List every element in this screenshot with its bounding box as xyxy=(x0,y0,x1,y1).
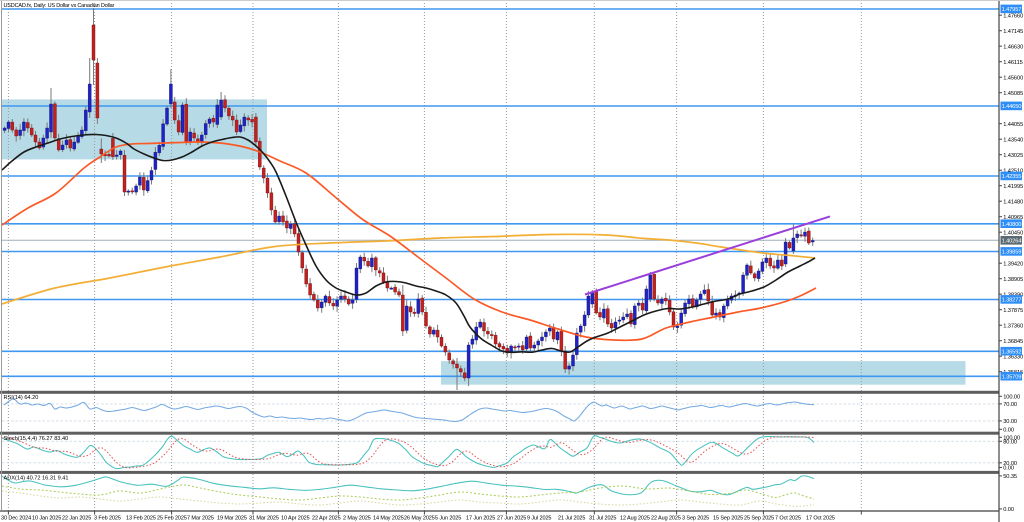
svg-text:100.00: 100.00 xyxy=(1003,395,1020,401)
svg-text:1.45085: 1.45085 xyxy=(1003,91,1023,97)
svg-text:26 May 2025: 26 May 2025 xyxy=(404,515,435,521)
svg-text:50.35: 50.35 xyxy=(1003,474,1017,480)
svg-text:1.41480: 1.41480 xyxy=(1003,199,1023,205)
svg-text:1.40450: 1.40450 xyxy=(1003,230,1023,236)
svg-text:1.46630: 1.46630 xyxy=(1003,44,1023,50)
svg-text:1.42355: 1.42355 xyxy=(1002,174,1022,180)
svg-text:1.39859: 1.39859 xyxy=(1002,250,1022,256)
svg-text:100.00: 100.00 xyxy=(1003,436,1020,442)
svg-text:31 Mar 2025: 31 Mar 2025 xyxy=(249,515,279,521)
svg-text:Stoch(15,4,4) 76.27 83.40: Stoch(15,4,4) 76.27 83.40 xyxy=(4,436,69,442)
svg-text:1.47145: 1.47145 xyxy=(1003,29,1023,35)
svg-text:1.37360: 1.37360 xyxy=(1003,323,1023,329)
svg-text:30.00: 30.00 xyxy=(1003,419,1017,425)
svg-text:USDCAD.fx, Daily: US Dollar v: USDCAD.fx, Daily: US Dollar vs Canadian … xyxy=(4,3,115,9)
svg-text:0.00: 0.00 xyxy=(1003,428,1014,434)
svg-text:1.36330: 1.36330 xyxy=(1003,354,1023,360)
svg-text:1.47660: 1.47660 xyxy=(1003,13,1023,19)
svg-text:22 Jan 2025: 22 Jan 2025 xyxy=(62,515,91,521)
svg-text:22 Apr 2025: 22 Apr 2025 xyxy=(312,515,341,521)
svg-text:15 Sep 2025: 15 Sep 2025 xyxy=(713,515,743,521)
svg-text:19 Mar 2025: 19 Mar 2025 xyxy=(217,515,247,521)
svg-text:1.40264: 1.40264 xyxy=(1002,239,1022,245)
svg-text:1.47957: 1.47957 xyxy=(1002,7,1022,13)
svg-text:17 Oct 2025: 17 Oct 2025 xyxy=(806,515,835,521)
svg-text:25 Sep 2025: 25 Sep 2025 xyxy=(744,515,774,521)
svg-text:1.35709: 1.35709 xyxy=(1002,375,1022,381)
svg-text:2 May 2025: 2 May 2025 xyxy=(343,515,371,521)
svg-text:1.45600: 1.45600 xyxy=(1003,75,1023,81)
svg-text:0.00: 0.00 xyxy=(1003,507,1014,513)
svg-text:1.38277: 1.38277 xyxy=(1002,298,1022,304)
svg-text:1.42510: 1.42510 xyxy=(1003,168,1023,174)
svg-text:10 Jan 2025: 10 Jan 2025 xyxy=(32,515,61,521)
svg-text:ADX(14) 40.72 16.31 9.41: ADX(14) 40.72 16.31 9.41 xyxy=(4,475,69,481)
svg-text:RSI(14) 64.20: RSI(14) 64.20 xyxy=(4,395,39,401)
svg-text:31 Jul 2025: 31 Jul 2025 xyxy=(589,515,616,521)
svg-text:1.38905: 1.38905 xyxy=(1003,277,1023,283)
svg-text:1.40800: 1.40800 xyxy=(1002,222,1022,228)
svg-text:1.36592: 1.36592 xyxy=(1002,350,1022,356)
svg-text:7 Oct 2025: 7 Oct 2025 xyxy=(775,515,801,521)
svg-text:1.43025: 1.43025 xyxy=(1003,153,1023,159)
svg-text:30 Dec 2024: 30 Dec 2024 xyxy=(1,515,31,521)
svg-text:10 Apr 2025: 10 Apr 2025 xyxy=(281,515,310,521)
svg-text:1.44650: 1.44650 xyxy=(1002,104,1022,110)
svg-text:1.36845: 1.36845 xyxy=(1003,339,1023,345)
svg-text:80.00: 80.00 xyxy=(1003,440,1017,446)
svg-text:1.46115: 1.46115 xyxy=(1003,60,1023,66)
svg-text:1.39420: 1.39420 xyxy=(1003,261,1023,267)
svg-text:22 Aug 2025: 22 Aug 2025 xyxy=(651,515,681,521)
svg-text:12 Aug 2025: 12 Aug 2025 xyxy=(620,515,650,521)
svg-text:14 May 2025: 14 May 2025 xyxy=(373,515,404,521)
svg-text:1.41995: 1.41995 xyxy=(1003,184,1023,190)
svg-text:1.37875: 1.37875 xyxy=(1003,308,1023,314)
svg-text:70.00: 70.00 xyxy=(1003,402,1017,408)
svg-text:1.40965: 1.40965 xyxy=(1003,215,1023,221)
svg-text:7 Mar 2025: 7 Mar 2025 xyxy=(187,515,214,521)
svg-text:1.43540: 1.43540 xyxy=(1003,137,1023,143)
svg-text:21 Jul 2025: 21 Jul 2025 xyxy=(558,515,585,521)
svg-text:17 Jun 2025: 17 Jun 2025 xyxy=(466,515,495,521)
svg-text:3 Feb 2025: 3 Feb 2025 xyxy=(94,515,121,521)
svg-text:25 Feb 2025: 25 Feb 2025 xyxy=(157,515,187,521)
svg-text:9 Jul 2025: 9 Jul 2025 xyxy=(527,515,551,521)
svg-text:5 Jun 2025: 5 Jun 2025 xyxy=(435,515,461,521)
svg-text:1.44055: 1.44055 xyxy=(1003,122,1023,128)
svg-text:20.00: 20.00 xyxy=(1003,461,1017,467)
svg-text:0.00: 0.00 xyxy=(1003,466,1014,472)
svg-text:27 Jun 2025: 27 Jun 2025 xyxy=(497,515,526,521)
svg-text:3 Sep 2025: 3 Sep 2025 xyxy=(682,515,709,521)
svg-text:13 Feb 2025: 13 Feb 2025 xyxy=(126,515,156,521)
